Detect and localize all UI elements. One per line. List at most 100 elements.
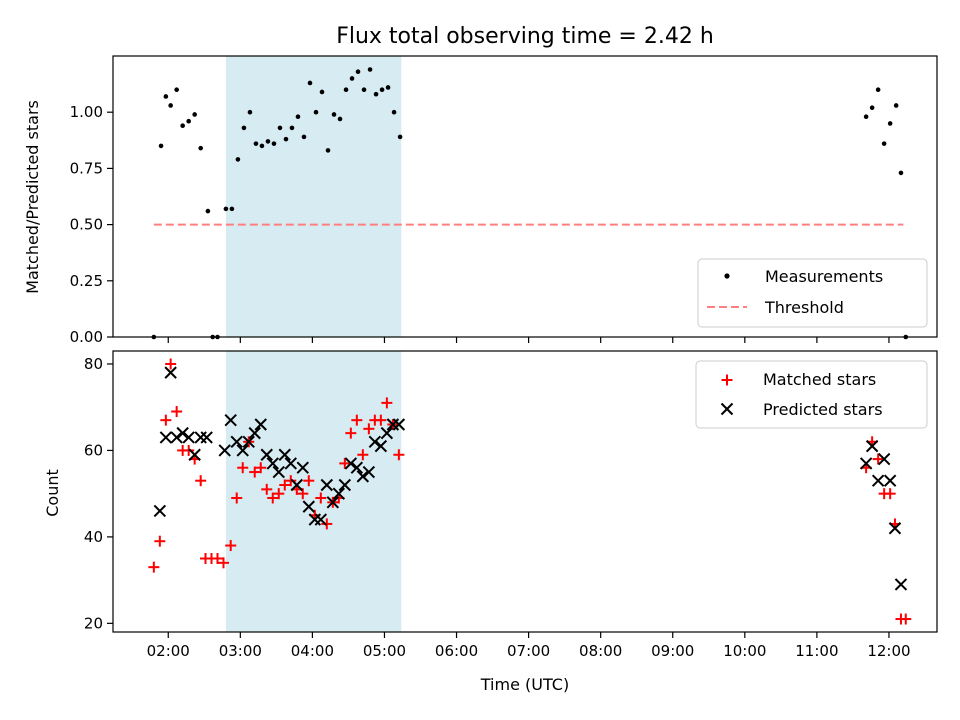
measurement-point <box>223 206 229 212</box>
measurement-point <box>265 139 271 144</box>
matched-star-point <box>171 406 183 418</box>
matched-star-point <box>231 492 243 504</box>
measurement-point <box>174 87 179 93</box>
x-tick-label: 05:00 <box>363 642 406 660</box>
x-tick-label: 07:00 <box>507 642 550 660</box>
predicted-star-point <box>344 457 358 470</box>
measurement-point <box>247 109 253 115</box>
predicted-star-point <box>242 435 255 448</box>
matched-star-point <box>363 423 375 435</box>
measurement-point <box>319 89 325 95</box>
count-panel: 20 40 60 80 02:00 03:00 04:00 05:00 06:00 07:00 08… <box>84 350 938 660</box>
measurement-point <box>337 116 343 122</box>
measurement-point <box>898 170 904 176</box>
measurement-point <box>301 134 307 140</box>
matched-star-point <box>154 535 166 547</box>
matched-star-point <box>381 397 393 409</box>
measurement-point <box>863 114 869 119</box>
predicted-star-point <box>302 500 315 513</box>
matched-star-point <box>279 479 291 491</box>
measurement-point <box>881 141 887 146</box>
predicted-star-point <box>350 461 364 474</box>
predicted-star-point <box>284 457 297 470</box>
measurement-point <box>235 157 241 162</box>
matched-star-point <box>165 358 177 370</box>
predicted-star-point <box>314 513 328 526</box>
measurement-point <box>349 76 355 81</box>
predicted-star-point <box>248 426 261 440</box>
legend-marker-predicted <box>720 402 734 416</box>
predicted-star-point <box>296 461 309 474</box>
measurement-point <box>397 134 403 140</box>
legend-label-threshold: Threshold <box>764 298 844 317</box>
legend-box <box>695 360 928 429</box>
measurement-point <box>277 125 283 131</box>
shaded-span <box>225 351 402 632</box>
predicted-star-point <box>320 478 334 492</box>
legend-label-matched: Matched stars <box>763 370 876 389</box>
measurement-point <box>361 87 367 93</box>
matched-star-point <box>375 414 387 426</box>
matched-star-point <box>225 540 237 552</box>
matched-star-point <box>393 449 405 461</box>
matched-star-point <box>218 557 230 569</box>
x-axis-label: Time (UTC) <box>480 675 569 694</box>
measurement-point <box>180 123 185 128</box>
predicted-star-point <box>392 418 406 431</box>
predicted-star-point <box>380 426 394 440</box>
x-tick-label: 08:00 <box>579 642 622 660</box>
measurement-point <box>295 114 301 119</box>
predicted-star-point <box>194 431 207 444</box>
measurement-point <box>893 103 899 108</box>
x-tick-label: 06:00 <box>435 642 478 660</box>
predicted-star-point <box>200 431 213 444</box>
measurement-point <box>325 148 331 153</box>
matched-star-point <box>345 427 357 439</box>
measurement-point <box>158 143 164 149</box>
y-tick-label: 60 <box>84 441 103 459</box>
predicted-star-point <box>865 439 879 453</box>
measurement-point <box>186 118 191 124</box>
legend-marker-measurements <box>724 273 730 279</box>
predicted-star-point <box>883 474 897 487</box>
matched-star-point <box>237 462 249 474</box>
plot-frame <box>112 55 938 338</box>
predicted-star-point <box>362 465 376 479</box>
matched-star-point <box>357 449 369 461</box>
predicted-star-point <box>338 478 352 492</box>
predicted-star-point <box>332 487 346 500</box>
predicted-star-point <box>159 431 173 444</box>
matched-star-point <box>255 462 267 474</box>
x-tick-label: 10:00 <box>723 642 766 660</box>
y-tick-label: 1.00 <box>70 103 103 121</box>
matched-star-point <box>872 453 884 465</box>
measurement-point <box>198 145 203 151</box>
matched-star-point <box>339 457 351 469</box>
x-tick-label: 02:00 <box>147 642 190 660</box>
matched-star-point <box>160 414 172 426</box>
predicted-star-point <box>374 439 388 453</box>
predicted-star-point <box>871 474 885 487</box>
matched-star-point <box>315 492 327 504</box>
measurement-point <box>385 85 391 90</box>
measurement-point <box>331 112 337 117</box>
predicted-star-point <box>290 478 303 492</box>
predicted-star-point <box>368 435 382 448</box>
matched-star-point <box>195 475 207 487</box>
y-tick-label: 0.00 <box>70 328 103 346</box>
plot-frame <box>112 350 938 633</box>
matched-star-point <box>884 488 896 500</box>
measurement-point <box>307 80 313 86</box>
measurement-point <box>379 87 385 93</box>
measurement-point <box>283 136 289 142</box>
y-tick-label: 20 <box>84 614 103 632</box>
measurement-point <box>192 112 197 117</box>
measurement-point <box>343 87 349 93</box>
measurement-point <box>253 141 259 146</box>
measurement-point <box>355 69 361 75</box>
predicted-star-point <box>260 448 273 461</box>
x-tick-label: 11:00 <box>795 642 838 660</box>
predicted-star-point <box>266 457 279 470</box>
measurement-point <box>887 121 893 126</box>
predicted-star-point <box>278 448 291 461</box>
